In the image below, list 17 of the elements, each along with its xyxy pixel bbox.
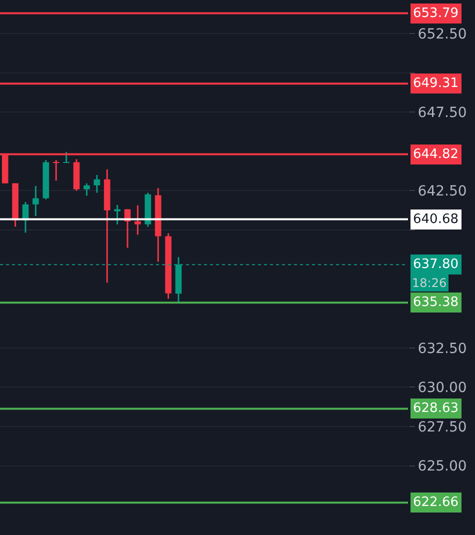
ref-line-label: 640.68 [413, 212, 458, 227]
ref-line-label: 644.82 [413, 147, 458, 162]
ref-line-label: 653.79 [413, 6, 458, 21]
ref-line-label: 637.80 [413, 257, 458, 272]
y-tick-label: 625.00 [418, 458, 467, 475]
text: 18:26 [412, 276, 447, 290]
y-tick-label: 652.50 [418, 26, 467, 42]
y-tick-label: 630.00 [418, 380, 467, 396]
ref-line-label: 628.63 [413, 401, 458, 416]
y-tick-label: 627.50 [418, 419, 467, 436]
ref-line-label: 622.66 [413, 495, 458, 510]
candlestick [63, 151, 70, 164]
y-tick-label: 642.50 [418, 184, 467, 200]
y-tick-label: 632.50 [418, 340, 467, 357]
ref-line-label: 635.38 [413, 295, 458, 310]
y-tick-label: 647.50 [418, 104, 467, 121]
ref-line-label: 649.31 [413, 76, 458, 91]
